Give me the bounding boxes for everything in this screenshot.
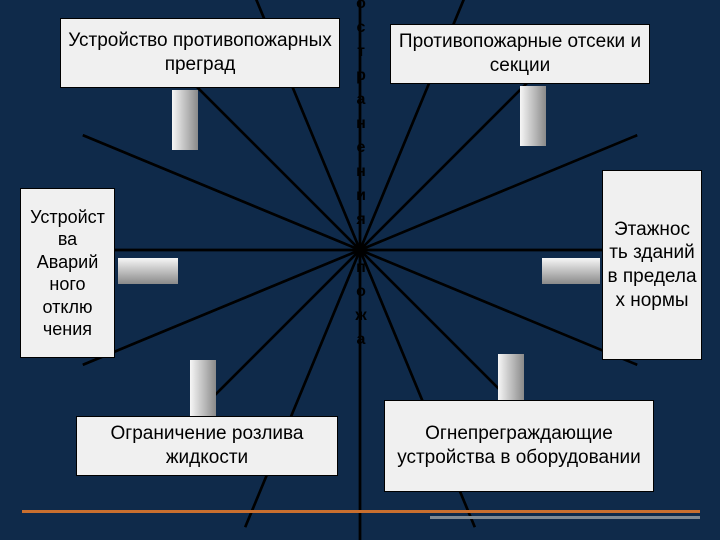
box-emergency-off: Устройст ва Аварий ного отклю чения xyxy=(20,188,115,358)
box-label: Устройство противопожарных преград xyxy=(65,29,335,77)
box-label: Противопожарные отсеки и секции xyxy=(395,30,645,78)
box-fire-sections: Противопожарные отсеки и секции xyxy=(390,24,650,84)
box-fire-barriers: Устройство противопожарных преград xyxy=(60,18,340,88)
box-label: Этажнос ть зданий в предела х нормы xyxy=(607,218,697,313)
central-vertical-text: остранения пожа xyxy=(354,0,368,352)
connector-bar-left xyxy=(118,258,178,284)
connector-bar-top-left xyxy=(172,90,198,150)
box-label: Ограничение розлива жидкости xyxy=(81,422,333,470)
footer-line-gray xyxy=(430,516,700,519)
box-label: Огнепреграждающие устройства в оборудова… xyxy=(389,422,649,470)
box-label: Устройст ва Аварий ного отклю чения xyxy=(25,206,110,341)
diagram-stage: остранения пожа Устройство противопожарн… xyxy=(0,0,720,540)
connector-bar-right xyxy=(542,258,600,284)
box-spill-limit: Ограничение розлива жидкости xyxy=(76,416,338,476)
connector-bar-bottom-left xyxy=(190,360,216,416)
footer-line-orange xyxy=(22,510,700,513)
box-flame-arrest: Огнепреграждающие устройства в оборудова… xyxy=(384,400,654,492)
connector-bar-bottom-right xyxy=(498,354,524,400)
box-storeys: Этажнос ть зданий в предела х нормы xyxy=(602,170,702,360)
connector-bar-top-right xyxy=(520,86,546,146)
